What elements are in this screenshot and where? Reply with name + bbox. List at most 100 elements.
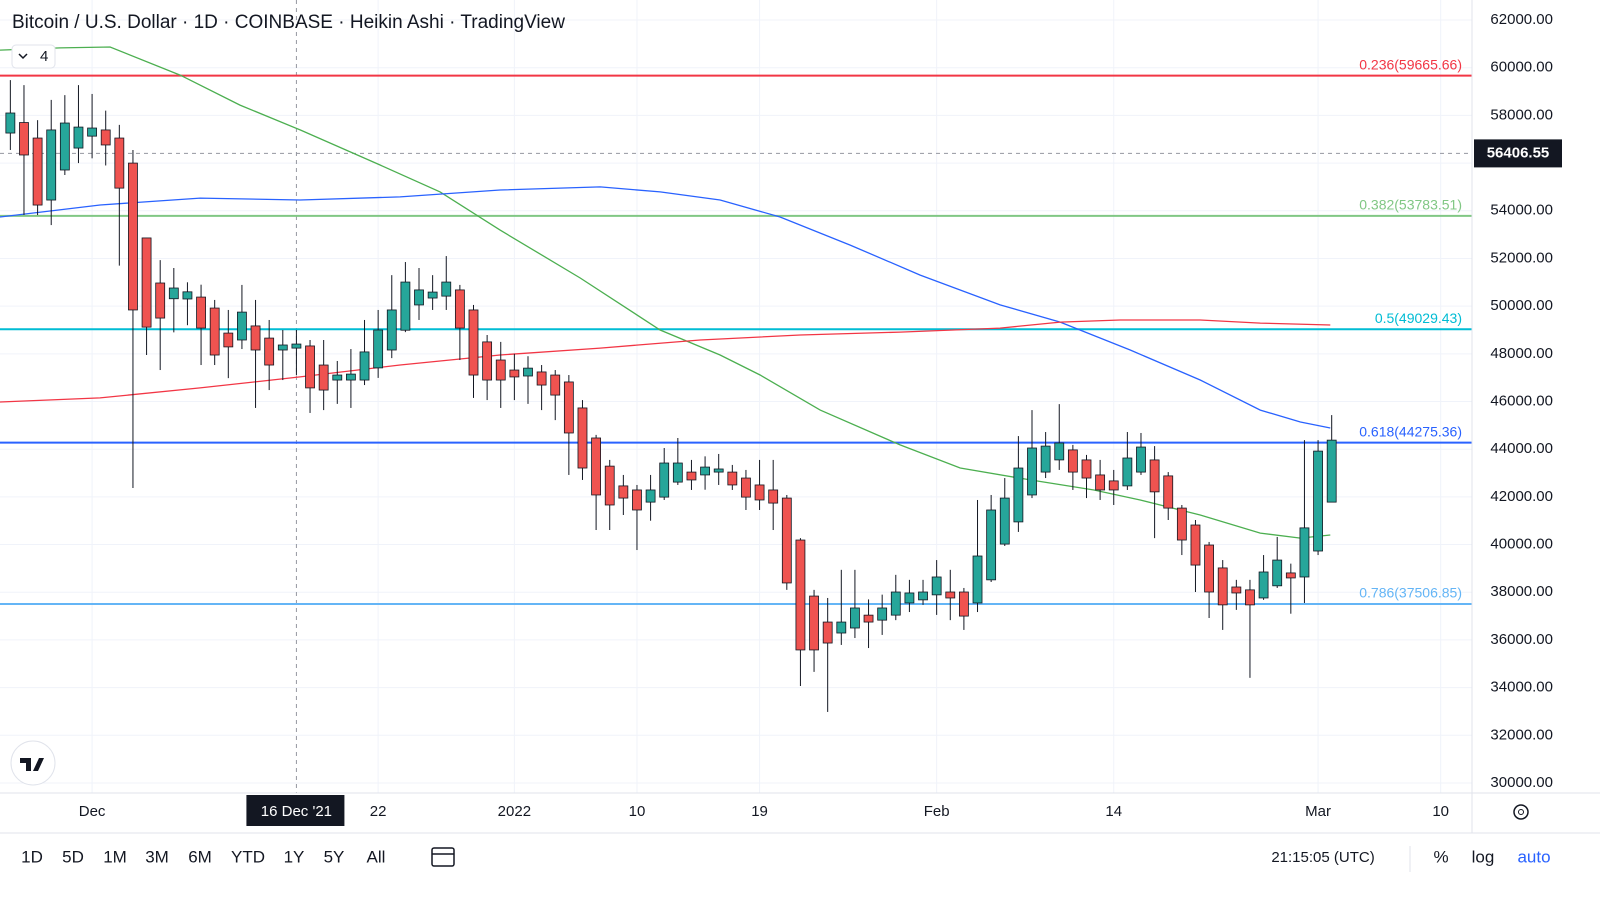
y-tick-label: 54000.00: [1490, 202, 1553, 219]
y-tick-label: 30000.00: [1490, 774, 1553, 791]
candle-body: [1136, 446, 1146, 473]
indicator-toggle[interactable]: [11, 44, 56, 69]
fib-label: 0.382(53783.51): [1359, 197, 1462, 213]
gear: [1513, 804, 1529, 820]
candle-body: [754, 484, 765, 501]
tv-logo[interactable]: [10, 740, 56, 786]
candle-body: [1081, 459, 1092, 479]
range-button[interactable]: YTD: [231, 847, 265, 866]
y-tick-label: 38000.00: [1490, 583, 1553, 600]
crosshair-date-label: 16 Dec '21: [261, 803, 332, 820]
candle-body: [1190, 524, 1201, 566]
range-button[interactable]: 1D: [21, 847, 43, 866]
candle-body: [877, 607, 888, 621]
y-tick-label: 32000.00: [1490, 726, 1553, 743]
candle-body: [604, 465, 615, 506]
x-tick-label: 10: [1432, 803, 1449, 820]
candle-body: [223, 332, 234, 348]
candle-body: [359, 351, 370, 381]
candle-body: [59, 122, 70, 171]
candle-body: [100, 129, 111, 146]
candle-body: [536, 371, 547, 386]
candle-body: [32, 137, 43, 206]
range-button[interactable]: All: [367, 847, 386, 866]
tv-logo-mark: [20, 758, 44, 771]
candle-body: [850, 607, 860, 629]
chevron-icon: [18, 53, 28, 60]
candle-body: [863, 614, 874, 623]
crosshair-price-box: [1474, 139, 1562, 168]
y-tick-label: 48000.00: [1490, 345, 1553, 362]
candle-body: [632, 489, 642, 511]
candle-body: [87, 127, 97, 137]
auto-toggle[interactable]: auto: [1517, 847, 1550, 866]
candle-body: [577, 407, 588, 469]
candle-body: [1163, 475, 1174, 509]
range-button[interactable]: 1M: [103, 847, 127, 866]
candle-body: [468, 309, 479, 376]
crosshair-price-label: 56406.55: [1487, 144, 1550, 161]
candle-body: [550, 374, 561, 396]
candle-body: [237, 311, 247, 341]
candle-body: [1258, 571, 1269, 599]
candle-body: [168, 287, 179, 300]
candle-body: [414, 289, 424, 306]
y-tick-label: 34000.00: [1490, 679, 1553, 696]
candle-body: [1313, 450, 1323, 552]
y-tick-label: 42000.00: [1490, 488, 1553, 505]
range-button[interactable]: 5D: [62, 847, 84, 866]
x-tick-label: Dec: [79, 803, 106, 820]
candle-body: [741, 477, 751, 498]
candle-body: [972, 555, 983, 604]
candle-body: [46, 129, 57, 201]
candle-body: [931, 576, 942, 596]
settings-icon[interactable]: [1513, 804, 1529, 820]
candle-body: [332, 374, 343, 381]
candle-body: [482, 341, 493, 381]
candle-body: [890, 591, 901, 616]
range-button[interactable]: 6M: [188, 847, 212, 866]
plot: 0.236(59665.66) 0.382(53783.51) 0.5(49029.…: [0, 46, 1472, 712]
x-tick-label: Feb: [924, 803, 950, 820]
log-toggle[interactable]: log: [1472, 847, 1495, 866]
y-tick-label: 60000.00: [1490, 59, 1553, 76]
range-button[interactable]: 3M: [145, 847, 169, 866]
candle-body: [1245, 589, 1255, 606]
candle-body: [591, 437, 602, 496]
candle-body: [441, 281, 452, 297]
candle-body: [1067, 449, 1078, 473]
candle-body: [318, 364, 329, 391]
candle-body: [986, 509, 997, 581]
range-button[interactable]: 5Y: [324, 847, 345, 866]
candle-body: [700, 466, 710, 476]
candle-body: [495, 359, 506, 381]
percent-toggle[interactable]: %: [1433, 847, 1448, 866]
range-button[interactable]: 1Y: [284, 847, 305, 866]
candle-body: [999, 497, 1010, 545]
calendar-icon[interactable]: [431, 847, 455, 867]
y-tick-label: 46000.00: [1490, 392, 1553, 409]
x-tick-label: 14: [1105, 803, 1122, 820]
gear-hub: [1518, 809, 1524, 815]
candle-body: [768, 489, 779, 504]
moving-average: [0, 186, 1331, 429]
y-tick-label: 50000.00: [1490, 297, 1553, 314]
candle-body: [291, 343, 302, 349]
candle-body: [1231, 586, 1242, 594]
candle-body: [5, 112, 16, 134]
candle-body: [713, 468, 724, 473]
y-tick-label: 62000.00: [1490, 11, 1553, 28]
candle-body: [1326, 439, 1337, 503]
moving-average: [0, 319, 1331, 403]
candle-body: [1108, 480, 1119, 491]
candle-body: [1299, 527, 1310, 578]
x-tick-label: 19: [751, 803, 768, 820]
candle-body: [1285, 572, 1296, 579]
candle-body: [1204, 544, 1214, 593]
candle-body: [645, 489, 656, 503]
candle-body: [822, 621, 833, 644]
fib-label: 0.236(59665.66): [1359, 56, 1462, 72]
candle-body: [386, 309, 397, 351]
